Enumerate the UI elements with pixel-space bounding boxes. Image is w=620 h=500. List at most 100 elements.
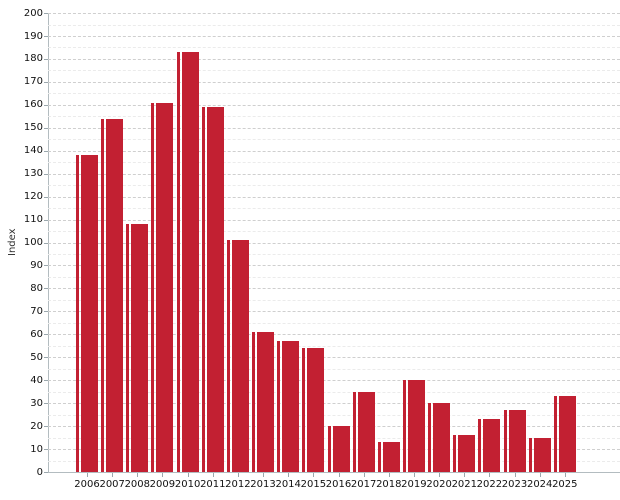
gridline-minor (48, 185, 620, 187)
bar-sliver (453, 435, 457, 472)
y-tick-label: 50 (30, 351, 43, 363)
y-axis-tick (44, 196, 48, 198)
y-tick-label: 90 (30, 259, 43, 271)
bar-2009 (151, 102, 174, 472)
bar-sliver (226, 240, 230, 472)
gridline-major (48, 196, 620, 198)
y-axis-tick (44, 242, 48, 244)
x-tick-label: 2016 (325, 479, 352, 490)
x-tick-label: 2025 (552, 479, 578, 490)
gridline-minor (48, 254, 620, 255)
x-axis-tick (112, 473, 114, 477)
bar-sliver (377, 442, 381, 472)
y-tick-label: 0 (36, 466, 43, 478)
bar-2022 (478, 419, 501, 472)
y-axis-tick (44, 334, 48, 336)
x-tick-label: 2018 (376, 479, 402, 490)
gridline-major (48, 58, 620, 60)
bar-sliver (478, 419, 482, 472)
y-tick-label: 160 (23, 99, 43, 111)
bar-2013 (252, 332, 274, 472)
x-axis-tick (313, 473, 315, 477)
y-axis-tick (44, 219, 48, 221)
x-tick-label: 2013 (250, 479, 276, 490)
bar-2012 (226, 240, 249, 472)
x-axis-tick (288, 473, 290, 477)
x-tick-label: 2019 (401, 479, 427, 490)
bar-main (483, 419, 501, 472)
x-tick-label: 2023 (501, 479, 528, 490)
gridline-minor (48, 345, 620, 347)
x-axis-tick (263, 473, 264, 477)
gridline-major (48, 242, 620, 244)
y-axis-tick (44, 58, 48, 60)
bar-2008 (126, 224, 149, 472)
gridline-major (48, 150, 620, 152)
y-tick-label: 70 (30, 305, 43, 317)
y-axis-tick (44, 127, 48, 129)
x-axis-tick (338, 473, 340, 477)
x-axis-tick (87, 473, 88, 477)
bar-sliver (151, 102, 155, 472)
gridline-minor (48, 391, 620, 393)
x-axis-tick (464, 473, 466, 477)
y-axis-tick (44, 36, 48, 37)
bar-2010 (176, 52, 199, 472)
x-axis-tick (439, 473, 441, 477)
y-axis-tick (44, 81, 48, 83)
gridline-minor (48, 47, 620, 49)
gridline-major (48, 265, 620, 267)
y-tick-label: 120 (23, 191, 43, 203)
gridline-major (48, 127, 620, 129)
gridline-minor (48, 139, 620, 141)
x-axis-tick (514, 473, 516, 477)
x-axis-line (48, 472, 620, 473)
bar-main (508, 410, 526, 472)
gridline-major (48, 36, 620, 37)
x-tick-label: 2009 (149, 479, 176, 490)
bar-main (206, 107, 224, 472)
y-axis-tick (44, 173, 48, 175)
y-tick-label: 60 (30, 328, 43, 340)
bar-main (156, 102, 174, 472)
bar-main (407, 380, 425, 472)
y-tick-label: 150 (23, 122, 43, 134)
x-tick-label: 2006 (74, 479, 100, 490)
gridline-minor (48, 24, 620, 26)
bar-sliver (402, 380, 406, 472)
y-axis-tick (44, 426, 48, 428)
bar-sliver (252, 332, 255, 472)
y-axis-tick (44, 13, 48, 14)
bar-main (231, 240, 249, 472)
gridline-minor (48, 231, 620, 232)
gridline-major (48, 219, 620, 221)
x-tick-label: 2007 (99, 479, 125, 490)
y-axis-tick (44, 403, 48, 405)
y-tick-label: 190 (23, 30, 43, 42)
bar-sliver (201, 107, 205, 472)
gridline-minor (48, 70, 620, 72)
bar-sliver (176, 52, 180, 472)
bar-2011 (201, 107, 224, 472)
bar-sliver (327, 426, 331, 472)
y-tick-label: 130 (23, 168, 43, 180)
x-axis-tick (388, 473, 390, 477)
bar-2007 (101, 118, 124, 472)
y-axis-tick (44, 380, 48, 382)
bar-2018 (377, 442, 400, 472)
x-axis-tick (363, 473, 365, 477)
y-tick-label: 180 (23, 53, 43, 65)
bar-2017 (352, 391, 375, 472)
bar-2015 (302, 348, 325, 472)
gridline-major (48, 380, 620, 382)
y-axis-tick (44, 357, 48, 359)
x-axis-tick (187, 473, 189, 477)
gridline-minor (48, 276, 620, 278)
gridline-major (48, 13, 620, 14)
y-axis-tick (44, 472, 48, 473)
x-axis-tick (137, 473, 139, 477)
bar-sliver (76, 155, 79, 472)
gridline-minor (48, 93, 620, 95)
x-axis-tick (489, 473, 491, 477)
